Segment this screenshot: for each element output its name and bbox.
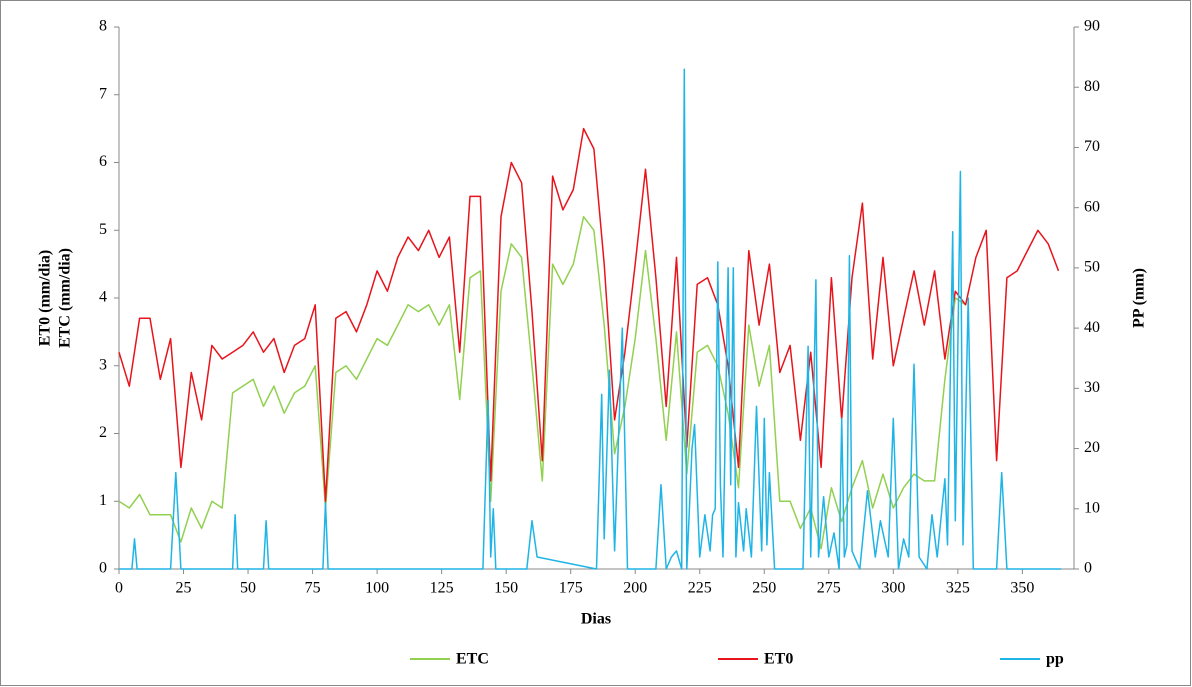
- y2-tick-label: 10: [1084, 499, 1100, 516]
- y-tick-label: 2: [99, 424, 107, 441]
- y-tick-label: 1: [99, 492, 107, 509]
- y2-tick-label: 0: [1084, 560, 1092, 577]
- y2-tick-label: 60: [1084, 198, 1100, 215]
- y2-tick-label: 70: [1084, 138, 1100, 155]
- legend-label: ET0: [764, 651, 793, 668]
- x-tick-label: 100: [365, 580, 389, 597]
- x-tick-label: 75: [305, 580, 321, 597]
- y-tick-label: 3: [99, 356, 107, 373]
- legend-label: pp: [1046, 651, 1064, 668]
- y-axis-label: ET0 (mm/dia): [37, 250, 54, 346]
- y2-tick-label: 90: [1084, 18, 1100, 35]
- series-line: [118, 127, 1060, 503]
- y-tick-label: 7: [99, 85, 107, 102]
- y2-tick-label: 30: [1084, 379, 1100, 396]
- x-tick-label: 200: [623, 580, 647, 597]
- x-tick-label: 50: [240, 580, 256, 597]
- y-tick-label: 0: [99, 560, 107, 577]
- x-tick-label: 225: [688, 580, 712, 597]
- x-tick-label: 25: [176, 580, 192, 597]
- x-tick-label: 300: [881, 580, 905, 597]
- y-tick-label: 5: [99, 221, 107, 238]
- x-axis-label: Dias: [581, 611, 611, 628]
- y2-axis-label: PP (mm): [1131, 268, 1148, 328]
- x-tick-label: 275: [817, 580, 841, 597]
- x-tick-label: 150: [494, 580, 518, 597]
- x-tick-label: 325: [946, 580, 970, 597]
- y-axis-label: ETC (mm/dia): [57, 248, 74, 348]
- x-tick-label: 0: [115, 580, 123, 597]
- x-tick-label: 350: [1010, 580, 1034, 597]
- series-line: [118, 215, 967, 550]
- y-tick-label: 4: [99, 289, 107, 306]
- series-line: [119, 68, 1062, 570]
- y-tick-label: 8: [99, 18, 107, 35]
- legend-label: ETC: [456, 651, 489, 668]
- x-tick-label: 175: [559, 580, 583, 597]
- x-tick-label: 125: [430, 580, 454, 597]
- y2-tick-label: 20: [1084, 439, 1100, 456]
- x-tick-label: 250: [752, 580, 776, 597]
- y-tick-label: 6: [99, 153, 107, 170]
- y2-tick-label: 50: [1084, 259, 1100, 276]
- y2-tick-label: 80: [1084, 78, 1100, 95]
- y2-tick-label: 40: [1084, 319, 1100, 336]
